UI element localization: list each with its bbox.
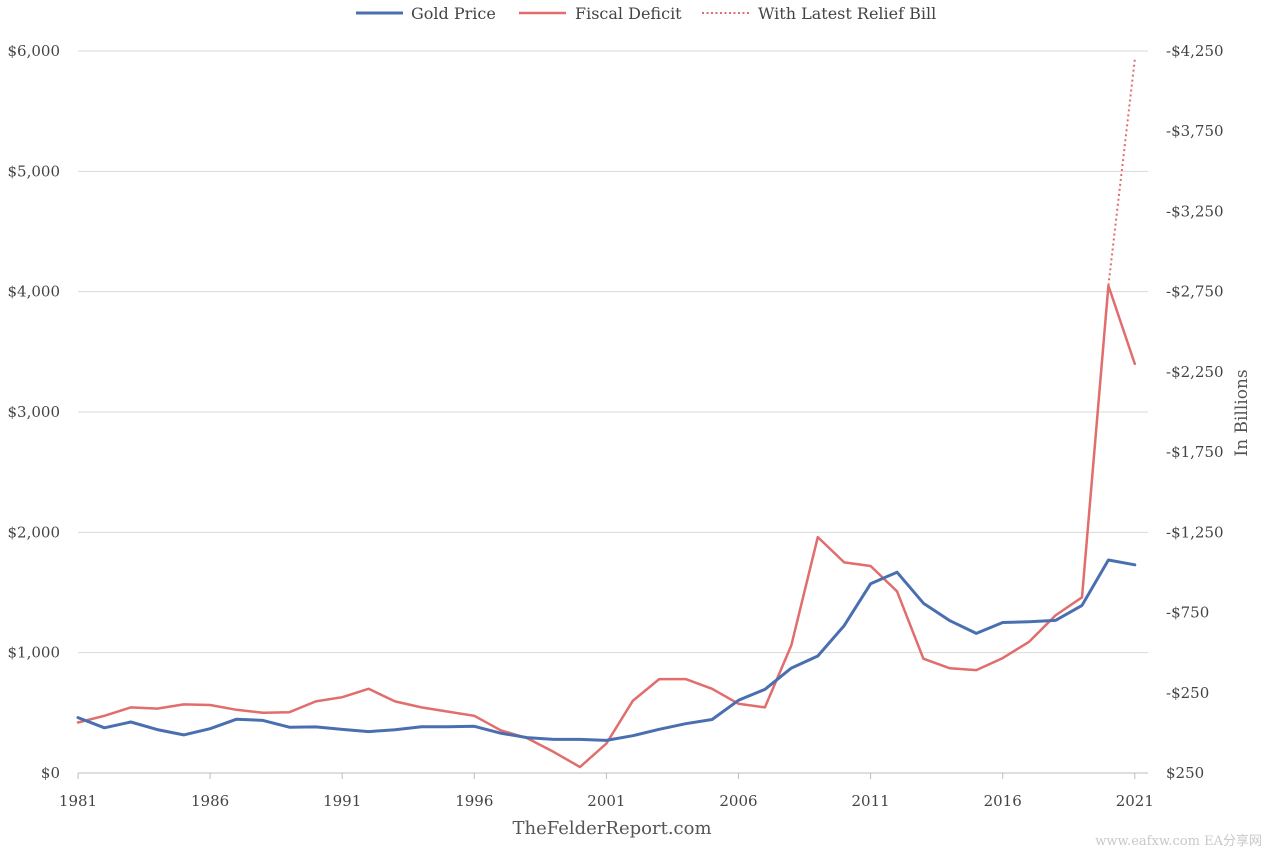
series-line-gold-price xyxy=(76,558,1137,742)
series-line-fiscal-deficit xyxy=(76,284,1137,769)
left-tick-label: $4,000 xyxy=(8,283,61,301)
right-tick-label: -$4,250 xyxy=(1166,42,1224,60)
x-tick-label: 2016 xyxy=(984,792,1022,810)
legend-item-relief-bill: With Latest Relief Bill xyxy=(702,4,936,23)
left-axis: $0 $1,000 $2,000 $3,000 $4,000 $5,000 $6,000 xyxy=(8,42,61,782)
right-axis-title: In Billions xyxy=(1232,369,1252,456)
x-tick-label: 1996 xyxy=(455,792,493,810)
x-tick-label: 2021 xyxy=(1116,792,1154,810)
series-line-with-latest-relief-bill xyxy=(77,59,1136,768)
gridlines xyxy=(78,50,1148,774)
right-tick-label: -$3,250 xyxy=(1166,202,1224,220)
left-tick-label: $1,000 xyxy=(8,644,61,662)
x-tick-label: 2011 xyxy=(851,792,889,810)
right-tick-label: -$1,250 xyxy=(1166,523,1224,541)
left-tick-label: $5,000 xyxy=(8,162,61,180)
right-tick-label: -$250 xyxy=(1166,684,1209,702)
legend-label-fiscal-deficit: Fiscal Deficit xyxy=(575,4,682,23)
left-tick-label: $0 xyxy=(41,764,60,782)
series-lines xyxy=(76,59,1137,769)
x-tick-label: 2001 xyxy=(587,792,625,810)
legend: Gold Price Fiscal Deficit With Latest Re… xyxy=(356,4,936,23)
right-axis: $250 -$250 -$750 -$1,250 -$1,750 -$2,250 -$2,7… xyxy=(1166,42,1224,782)
source-label: TheFelderReport.com xyxy=(512,818,711,839)
legend-label-relief-bill: With Latest Relief Bill xyxy=(758,4,936,23)
right-tick-label: -$2,750 xyxy=(1166,283,1224,301)
x-tick-label: 1981 xyxy=(59,792,97,810)
left-tick-label: $3,000 xyxy=(8,403,61,421)
legend-item-fiscal-deficit: Fiscal Deficit xyxy=(519,4,682,23)
left-tick-label: $2,000 xyxy=(8,523,61,541)
right-tick-label: -$3,750 xyxy=(1166,122,1224,140)
x-tick-label: 1986 xyxy=(191,792,229,810)
legend-item-gold-price: Gold Price xyxy=(356,4,496,23)
right-tick-label: -$750 xyxy=(1166,604,1209,622)
right-tick-label: $250 xyxy=(1166,764,1204,782)
left-tick-label: $6,000 xyxy=(8,42,61,60)
watermark: www.eafxw.com EA分享网 xyxy=(1095,833,1262,849)
right-tick-label: -$1,750 xyxy=(1166,443,1224,461)
x-axis: 1981 1986 1991 1996 2001 2006 2011 2016 2021 xyxy=(59,773,1154,810)
x-tick-label: 1991 xyxy=(323,792,361,810)
x-tick-label: 2006 xyxy=(719,792,757,810)
right-tick-label: -$2,250 xyxy=(1166,363,1224,381)
legend-label-gold-price: Gold Price xyxy=(411,4,496,23)
